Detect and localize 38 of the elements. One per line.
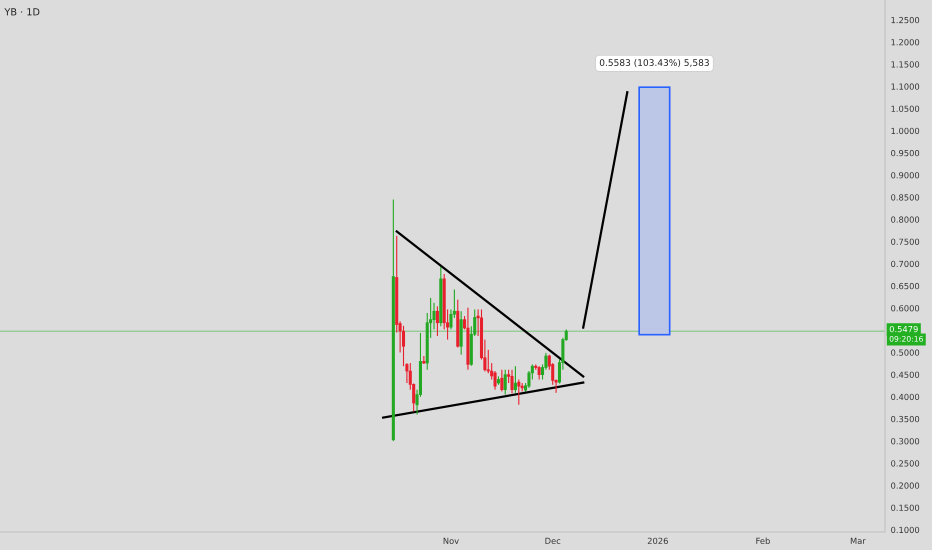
x-tick-label: 2026 — [648, 538, 668, 544]
y-tick-label: 0.3000 — [891, 438, 920, 444]
y-tick-label: 0.5000 — [891, 349, 920, 356]
y-tick-label: 1.1500 — [891, 61, 920, 68]
y-tick-label: 0.9000 — [891, 172, 920, 178]
y-tick-label: 0.9500 — [891, 150, 920, 156]
y-tick-label: 0.4000 — [891, 394, 920, 400]
annotation: 0.5583 (103.43%) 5,583 — [600, 59, 709, 68]
y-tick-label: 0.6000 — [891, 305, 920, 312]
candlestick — [514, 366, 517, 394]
y-tick-label: 0.8000 — [891, 216, 920, 223]
y-tick-label: 0.8500 — [891, 194, 920, 201]
y-tick-label: 0.2000 — [891, 482, 920, 489]
candlestick — [510, 369, 514, 394]
y-tick-label: 0.7000 — [891, 260, 920, 268]
candlestick — [504, 369, 507, 396]
candlestick — [500, 369, 504, 392]
y-tick-label: 0.3500 — [891, 416, 920, 422]
y-tick-label: 0.1000 — [891, 526, 920, 534]
candlestick — [538, 366, 541, 380]
x-tick-label: Dec — [545, 538, 560, 544]
y-tick-label: 1.0000 — [891, 128, 920, 134]
x-tick-label: Feb — [756, 538, 770, 544]
y-tick-label: 0.2500 — [891, 460, 920, 467]
candlestick — [517, 378, 520, 406]
y-tick-label: 0.4500 — [891, 372, 920, 378]
text: YB · 1D — [4, 8, 40, 16]
y-tick-label: 1.0500 — [891, 106, 920, 112]
y-tick-label: 1.1000 — [891, 83, 920, 90]
y-tick-label: 0.6500 — [891, 282, 920, 290]
y-tick-label: 1.2500 — [891, 16, 920, 24]
candlestick — [436, 306, 439, 337]
y-tick-label: 0.1500 — [891, 504, 920, 511]
x-tick-label: Nov — [444, 538, 459, 544]
ref-line-label: 0.5479 — [890, 326, 918, 332]
y-tick-label: 1.2000 — [891, 39, 920, 46]
y-tick-label: 0.7500 — [891, 238, 920, 245]
x-tick-label: Mar — [850, 538, 866, 544]
